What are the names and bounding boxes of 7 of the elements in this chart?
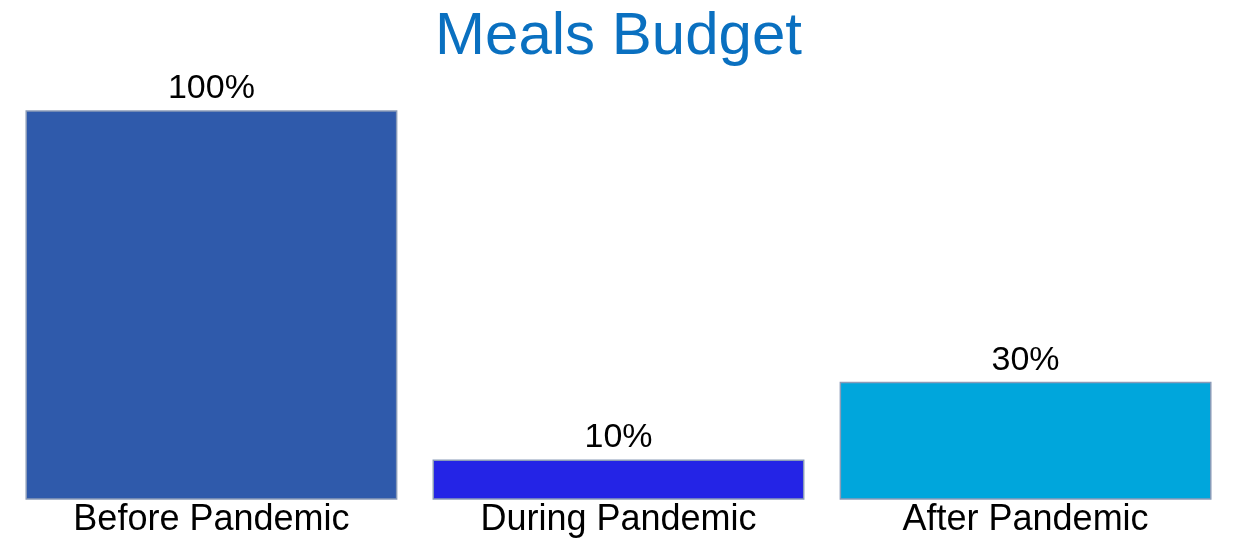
data-label: 10% bbox=[584, 416, 653, 455]
x-tick-label: Before Pandemic bbox=[73, 496, 350, 538]
x-tick-label: During Pandemic bbox=[480, 496, 757, 538]
x-tick-label: After Pandemic bbox=[902, 496, 1149, 538]
chart-title: Meals Budget bbox=[435, 0, 803, 67]
data-label: 100% bbox=[167, 67, 255, 105]
data-label: 30% bbox=[991, 338, 1060, 377]
